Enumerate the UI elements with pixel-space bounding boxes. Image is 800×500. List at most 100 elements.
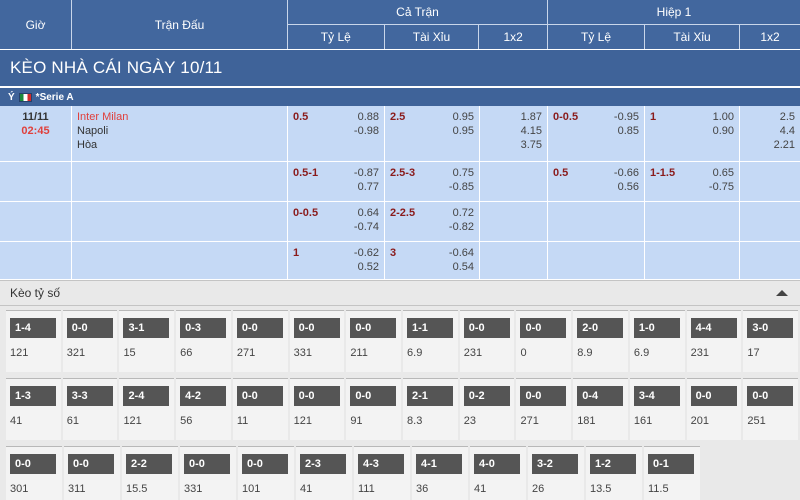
score-odd[interactable]: 121 (10, 347, 29, 359)
score-odd[interactable]: 321 (66, 347, 86, 359)
score-item[interactable]: 2-0 8.9 (573, 310, 628, 372)
half-handicap-odd-home[interactable]: -0.95 (613, 111, 639, 123)
score-chip[interactable]: 0-0 (520, 386, 567, 406)
full-handicap-cell[interactable]: 0.5-1 -0.87 0.77 (288, 162, 385, 201)
score-chip[interactable]: 0-0 (293, 318, 340, 338)
league-header[interactable]: Ý *Serie A (0, 88, 800, 106)
score-item[interactable]: 2-4 121 (119, 378, 175, 440)
half-overunder-cell[interactable]: 1 1.00 0.90 (645, 106, 740, 161)
score-item[interactable]: 3-0 17 (743, 310, 799, 372)
score-item[interactable]: 4-2 56 (176, 378, 231, 440)
half-overunder-cell[interactable]: 1-1.5 0.65 -0.75 (645, 162, 740, 201)
score-odd[interactable]: 201 (690, 415, 709, 427)
score-item[interactable]: 0-4 181 (573, 378, 628, 440)
score-chip[interactable]: 0-0 (747, 386, 794, 406)
score-item[interactable]: 3-3 61 (62, 378, 118, 440)
half-handicap-cell[interactable]: 0-0.5 -0.95 0.85 (548, 106, 645, 161)
full-handicap-line[interactable]: 0-0.5 (293, 207, 319, 219)
score-chip[interactable]: 1-2 (590, 454, 636, 474)
score-odd[interactable]: 41 (10, 415, 23, 427)
full-overunder-line[interactable]: 2.5-3 (390, 167, 416, 179)
score-odd[interactable]: 56 (180, 415, 193, 427)
score-chip[interactable]: 2-4 (123, 386, 170, 406)
correct-score-section-header[interactable]: Kèo tỷ số (0, 280, 800, 306)
score-item[interactable]: 0-2 23 (459, 378, 515, 440)
score-odd[interactable]: 331 (293, 347, 312, 359)
half-handicap-odd-away[interactable]: 0.85 (617, 125, 639, 137)
score-odd[interactable]: 91 (350, 415, 363, 427)
score-chip[interactable]: 0-0 (350, 318, 397, 338)
score-odd[interactable]: 251 (747, 415, 766, 427)
score-item[interactable]: 0-0 11 (232, 378, 288, 440)
score-item[interactable]: 0-0 231 (459, 310, 515, 372)
score-odd[interactable]: 111 (358, 483, 375, 495)
score-chip[interactable]: 0-0 (520, 318, 567, 338)
score-item[interactable]: 0-0 101 (238, 446, 294, 500)
score-chip[interactable]: 0-0 (236, 386, 283, 406)
score-odd[interactable]: 6.9 (633, 347, 650, 359)
score-chip[interactable]: 4-3 (358, 454, 404, 474)
score-chip[interactable]: 2-1 (407, 386, 454, 406)
score-item[interactable]: 0-0 0 (516, 310, 572, 372)
score-item[interactable]: 0-0 201 (686, 378, 742, 440)
score-item[interactable]: 2-2 15.5 (122, 446, 178, 500)
score-item[interactable]: 0-3 66 (176, 310, 231, 372)
full-overunder-cell[interactable]: 3 -0.64 0.54 (385, 242, 480, 279)
score-chip[interactable]: 0-0 (690, 386, 737, 406)
score-odd[interactable]: 181 (577, 415, 596, 427)
full-1x2-home-odd[interactable]: 1.87 (520, 111, 542, 123)
full-under-odd[interactable]: 0.95 (452, 125, 474, 137)
score-chip[interactable]: 1-3 (10, 386, 56, 406)
score-odd[interactable]: 101 (242, 483, 261, 495)
score-odd[interactable]: 271 (520, 415, 539, 427)
full-1x2-away-odd[interactable]: 4.15 (520, 125, 542, 137)
half-handicap-line[interactable]: 0-0.5 (553, 111, 579, 123)
score-chip[interactable]: 0-0 (463, 318, 510, 338)
score-chip[interactable]: 0-2 (463, 386, 510, 406)
full-over-odd[interactable]: 0.95 (452, 111, 474, 123)
score-chip[interactable]: 3-3 (66, 386, 113, 406)
score-odd[interactable]: 311 (68, 483, 86, 495)
score-item[interactable]: 1-3 41 (6, 378, 61, 440)
full-handicap-cell[interactable]: 1 -0.62 0.52 (288, 242, 385, 279)
full-handicap-odd-home[interactable]: -0.87 (353, 167, 379, 179)
score-item[interactable]: 3-2 26 (528, 446, 584, 500)
score-odd[interactable]: 11 (236, 415, 249, 427)
score-item[interactable]: 1-2 13.5 (586, 446, 642, 500)
score-odd[interactable]: 41 (474, 483, 487, 495)
table-row[interactable]: 0-0.5 0.64 -0.74 2-2.5 0.72 -0.82 (0, 202, 800, 242)
score-item[interactable]: 3-1 15 (119, 310, 175, 372)
score-odd[interactable]: 331 (184, 483, 203, 495)
half-handicap-odd-away[interactable]: 0.56 (617, 181, 639, 193)
score-chip[interactable]: 0-4 (577, 386, 624, 406)
score-chip[interactable]: 4-0 (474, 454, 520, 474)
score-odd[interactable]: 26 (532, 483, 545, 495)
score-item[interactable]: 4-0 41 (470, 446, 526, 500)
score-chip[interactable]: 0-0 (10, 454, 56, 474)
score-item[interactable]: 0-0 211 (346, 310, 402, 372)
score-odd[interactable]: 121 (293, 415, 312, 427)
full-1x2-draw-odd[interactable]: 3.75 (520, 139, 542, 151)
score-chip[interactable]: 0-1 (648, 454, 694, 474)
score-chip[interactable]: 3-0 (747, 318, 794, 338)
score-odd[interactable]: 0 (520, 347, 527, 359)
score-chip[interactable]: 0-0 (242, 454, 288, 474)
full-1x2-cell[interactable]: 1.87 4.15 3.75 (480, 106, 548, 161)
score-item[interactable]: 2-1 8.3 (403, 378, 458, 440)
score-odd[interactable]: 41 (300, 483, 313, 495)
score-odd[interactable]: 66 (180, 347, 193, 359)
full-handicap-line[interactable]: 1 (293, 247, 300, 259)
full-handicap-odd-away[interactable]: 0.52 (357, 261, 379, 273)
score-odd[interactable]: 271 (236, 347, 256, 359)
score-item[interactable]: 3-4 161 (629, 378, 685, 440)
full-handicap-odd-home[interactable]: -0.62 (353, 247, 379, 259)
score-item[interactable]: 0-0 301 (6, 446, 62, 500)
score-odd[interactable]: 15.5 (126, 483, 148, 495)
score-chip[interactable]: 0-0 (236, 318, 283, 338)
score-chip[interactable]: 0-0 (293, 386, 340, 406)
full-handicap-odd-home[interactable]: 0.88 (357, 111, 379, 123)
half-1x2-away-odd[interactable]: 4.4 (779, 125, 795, 137)
score-chip[interactable]: 0-0 (350, 386, 397, 406)
score-item[interactable]: 0-0 251 (743, 378, 799, 440)
half-over-odd[interactable]: 1.00 (712, 111, 734, 123)
